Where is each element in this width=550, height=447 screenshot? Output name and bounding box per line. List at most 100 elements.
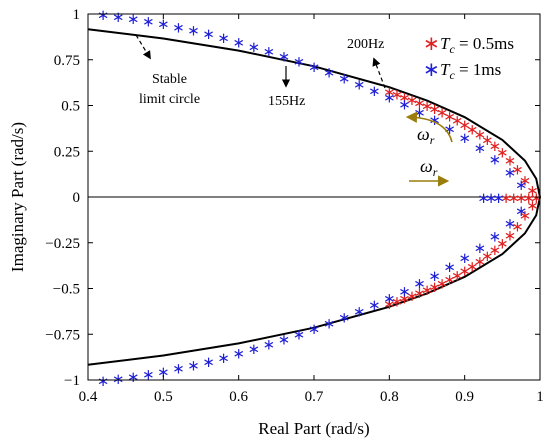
marker-series1-6: ∗ [187,22,200,40]
legend-label-05ms: Tc = 0.5ms [440,34,514,56]
y-tick-label-8: −1 [64,373,80,389]
marker-series0-38: ∗ [428,278,441,296]
x-tick-label-5: 0.9 [455,389,474,405]
marker-series1-39: ∗ [413,275,426,293]
marker-series1-51: ∗ [232,345,245,363]
marker-series0-16: ∗ [504,151,517,169]
marker-series1-3: ∗ [142,12,155,30]
marker-series0-28: ∗ [504,227,517,245]
marker-series1-52: ∗ [217,349,230,367]
marker-series0-26: ∗ [519,206,532,224]
marker-series0-7: ∗ [436,104,449,122]
marker-series1-49: ∗ [263,335,276,353]
x-tick-label-4: 0.8 [380,389,399,405]
marker-series0-31: ∗ [481,247,494,265]
marker-series1-56: ∗ [157,363,170,381]
marker-series1-50: ∗ [247,340,260,358]
marker-series0-19: ∗ [526,182,539,200]
marker-series1-0: ∗ [97,6,110,24]
legend-marker-blue: ∗ [423,57,440,81]
marker-series0-18: ∗ [519,172,532,190]
marker-series1-14: ∗ [308,58,321,76]
marker-series0-0: ∗ [383,83,396,101]
marker-series0-43: ∗ [391,292,404,310]
marker-series0-12: ∗ [473,125,486,143]
marker-series1-53: ∗ [202,353,215,371]
marker-series0-41: ∗ [406,287,419,305]
marker-series0-25: ∗ [526,196,539,214]
marker-series0-33: ∗ [466,258,479,276]
y-tick-label-1: 0.75 [54,53,80,69]
marker-series1-47: ∗ [293,325,306,343]
marker-series1-20: ∗ [398,96,411,114]
marker-series1-18: ∗ [368,82,381,100]
marker-series1-5: ∗ [172,18,185,36]
omega-label-center: ωr [420,156,438,179]
marker-series1-15: ∗ [323,64,336,82]
marker-series1-4: ∗ [157,15,170,33]
marker-series1-45: ∗ [323,314,336,332]
y-tick-label-5: −0.25 [45,236,80,252]
marker-series1-7: ∗ [202,25,215,43]
x-tick-label-0: 0.4 [79,389,98,405]
marker-series0-20: ∗ [500,189,513,207]
marker-series0-10: ∗ [458,116,471,134]
marker-series0-27: ∗ [511,217,524,235]
marker-series0-34: ∗ [458,262,471,280]
marker-series0-36: ∗ [443,270,456,288]
marker-series1-22: ∗ [428,111,441,129]
marker-series1-10: ∗ [247,38,260,56]
marker-series1-33: ∗ [504,215,517,233]
marker-series0-6: ∗ [428,100,441,118]
legend: ∗ Tc = 0.5ms ∗ Tc = 1ms [423,31,514,82]
marker-series0-2: ∗ [398,88,411,106]
marker-series1-30: ∗ [485,189,498,207]
marker-series1-26: ∗ [489,151,502,169]
y-tick-label-6: −0.5 [53,282,80,298]
marker-series1-1: ∗ [112,8,125,26]
y-tick-label-0: 1 [73,7,81,23]
marker-series0-44: ∗ [383,295,396,313]
marker-series0-3: ∗ [406,91,419,109]
marker-series0-17: ∗ [511,161,524,179]
marker-series1-59: ∗ [112,370,125,388]
marker-series0-8: ∗ [443,108,456,126]
marker-series0-32: ∗ [473,253,486,271]
marker-series1-43: ∗ [353,302,366,320]
stable-arrow [135,34,151,60]
stable-label-line2: limit circle [139,92,200,107]
marker-series1-24: ∗ [458,129,471,147]
marker-series0-5: ∗ [421,97,434,115]
x-axis-ticks: 0.4 0.5 0.6 0.7 0.8 0.9 1 [79,14,544,405]
marker-series0-24: ∗ [530,189,543,207]
freq-200-label: 200Hz [347,37,384,52]
legend-label-1ms: Tc = 1ms [440,60,501,82]
marker-series1-54: ∗ [187,356,200,374]
marker-series0-1: ∗ [391,86,404,104]
omega-label-upper: ωr [417,124,435,147]
marker-series0-35: ∗ [451,266,464,284]
marker-series1-2: ∗ [127,10,140,28]
marker-series0-15: ∗ [496,144,509,162]
marker-series1-17: ∗ [353,76,366,94]
series-tc-1ms: ∗ ∗ ∗ ∗ ∗ ∗ ∗ ∗ ∗ ∗ ∗ ∗ ∗ ∗ ∗ ∗ ∗ ∗ ∗ ∗ ∗ ∗ ∗ ∗∗∗∗∗∗∗∗∗∗∗∗∗∗∗∗∗… [97,6,528,390]
marker-series1-29: ∗ [477,189,490,207]
freq-155-label: 155Hz [268,94,305,109]
marker-series1-12: ∗ [278,48,291,66]
annotations: Stable limit circle 155Hz 200Hz ωr ωr [135,34,453,187]
marker-series1-37: ∗ [443,258,456,276]
y-axis-ticks: 1 0.75 0.5 0.25 0 −0.25 −0.5 −0.75 −1 [45,7,540,389]
marker-series1-35: ∗ [473,239,486,257]
marker-series1-42: ∗ [368,296,381,314]
x-tick-label-1: 0.5 [154,389,173,405]
marker-series0-30: ∗ [489,241,502,259]
marker-series0-40: ∗ [413,284,426,302]
marker-series0-14: ∗ [489,137,502,155]
marker-series0-21: ∗ [507,189,520,207]
marker-series1-41: ∗ [383,289,396,307]
marker-series0-22: ∗ [515,189,528,207]
marker-series1-27: ∗ [504,163,517,181]
marker-series1-32: ∗ [515,202,528,220]
x-tick-label-3: 0.7 [305,389,324,405]
